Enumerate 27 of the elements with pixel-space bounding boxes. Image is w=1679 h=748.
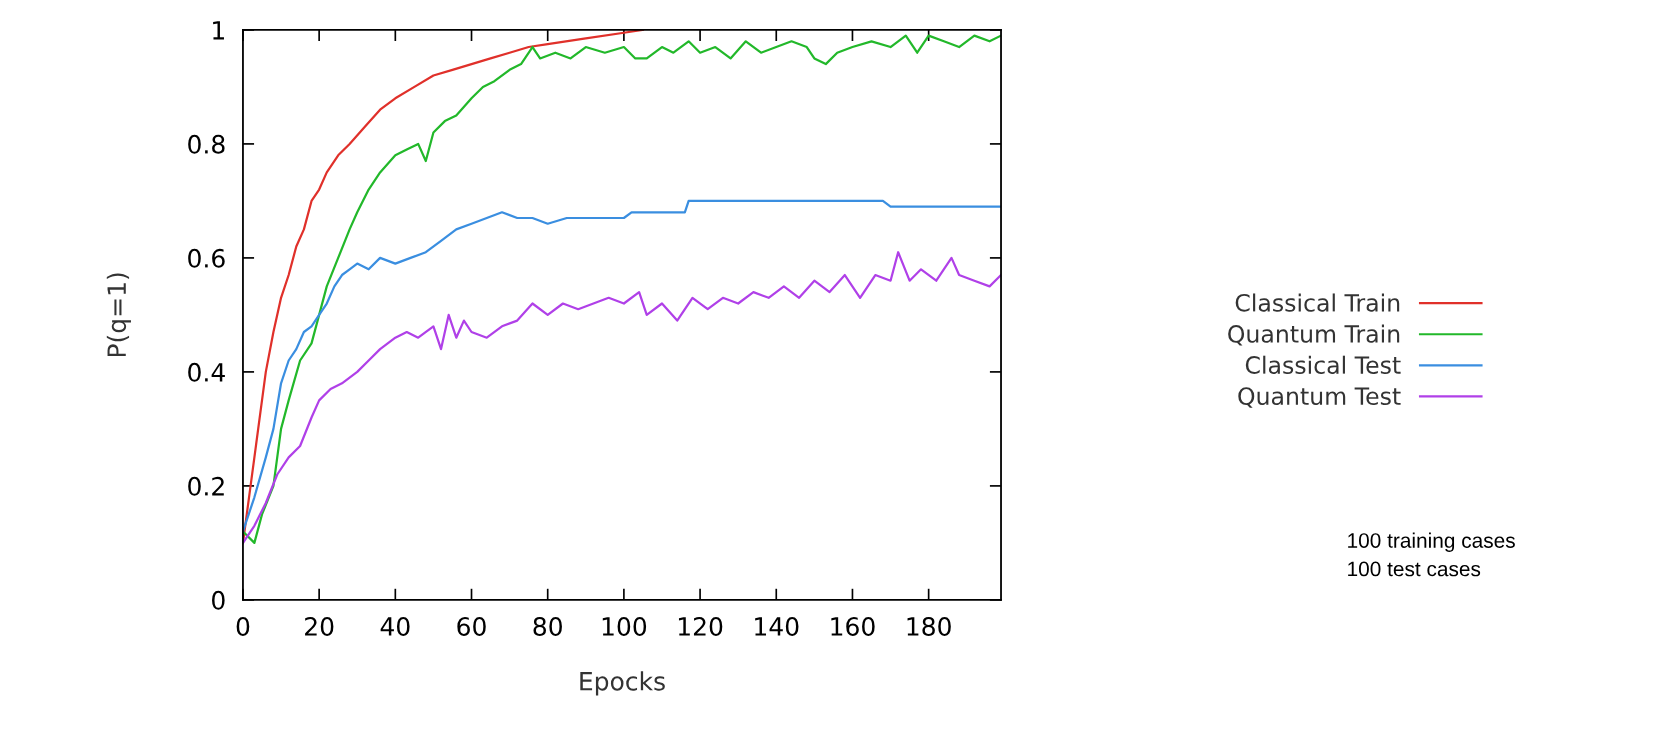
x-tick-label: 60: [457, 617, 486, 636]
legend-label: Classical Train: [1235, 293, 1400, 312]
y-axis-title: P(q=1): [106, 273, 131, 357]
line-series: [242, 34, 1002, 545]
x-tick-label: 20: [305, 617, 334, 636]
x-tick-label: 100: [602, 617, 647, 636]
y-tick-label: 0.8: [188, 134, 225, 154]
x-tick-label: 120: [678, 617, 723, 636]
x-tick-label: 140: [755, 617, 799, 636]
y-tick-label: 0.2: [188, 476, 224, 496]
x-tick-label: 160: [831, 617, 875, 636]
line-series: [242, 199, 1002, 533]
y-tick-label: 0.6: [188, 248, 225, 268]
x-tick-label: 40: [380, 617, 410, 636]
text: 100 training cases: [1348, 532, 1515, 553]
legend-label: Quantum Train: [1228, 324, 1400, 346]
y-tick-label: 0.4: [188, 362, 225, 382]
text: 100 test cases: [1348, 561, 1481, 577]
legend-label: Quantum Test: [1238, 387, 1401, 408]
legend-label: Classical Test: [1245, 355, 1401, 374]
y-tick-label: 1: [213, 21, 224, 40]
x-axis-title: Epocks: [580, 671, 665, 696]
line-series: [242, 251, 1002, 545]
y-tick-label: 0: [212, 590, 225, 610]
x-tick-label: 80: [533, 617, 562, 636]
x-tick-label: 0: [236, 617, 250, 636]
x-tick-label: 180: [907, 617, 951, 636]
